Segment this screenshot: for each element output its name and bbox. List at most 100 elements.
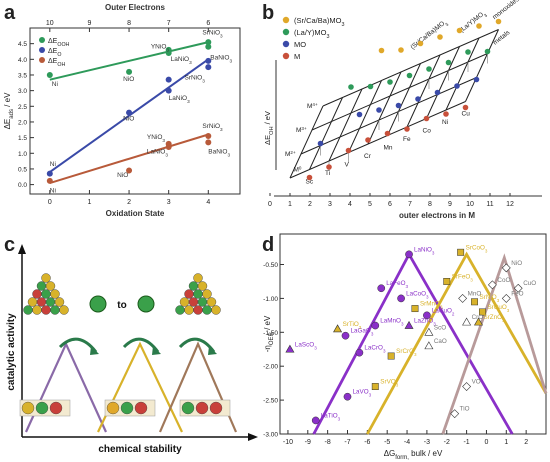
annotation-a: LaNiO3 [147, 148, 168, 157]
top-tick-label-a: 6 [206, 20, 210, 27]
panel-label-b: b [262, 2, 275, 24]
nanoparticle-atom-c [184, 305, 194, 315]
y-tick-label-d: -2.50 [263, 398, 278, 405]
data-point-d [341, 331, 350, 340]
legend-marker-a [39, 47, 45, 53]
data-point-a [46, 170, 53, 177]
data-point-a [46, 71, 53, 78]
annotation-a: Ni [50, 161, 56, 168]
annotation-a: LaNiO3 [169, 95, 190, 104]
y-tick-label-d: -1.00 [263, 296, 278, 303]
fit-line-b85a3a [49, 133, 209, 184]
element-label-b: Ni [442, 119, 448, 126]
annotation-a: BaNiO3 [208, 148, 230, 157]
composition-atom-c [35, 401, 49, 415]
nanoparticle-atom-c [54, 297, 65, 307]
data-point-b [462, 104, 469, 111]
y-tick-label-a: 2.0 [18, 119, 27, 126]
point-label-d: VO [472, 379, 481, 386]
grid-row-line-b [311, 53, 488, 131]
data-point-b [395, 102, 402, 109]
x-tick-label-b: 1 [288, 201, 292, 208]
arrowhead-c [152, 346, 161, 355]
data-point-a [126, 109, 133, 116]
point-label-d: SrZnO3 [484, 314, 506, 323]
plane-label-b: monoxides [491, 0, 521, 21]
data-point-d [462, 317, 472, 326]
x-tick-label-d: -9 [305, 439, 311, 446]
data-point-b [378, 47, 385, 54]
y-tick-label-a: 4.0 [18, 57, 27, 64]
data-point-a [205, 43, 212, 50]
nanoparticle-atom-c [206, 297, 217, 307]
data-point-b [484, 48, 491, 55]
x-tick-label-a: 2 [127, 199, 131, 206]
data-point-d [285, 344, 295, 353]
row-label-b: M2+ [285, 150, 296, 159]
x-tick-label-d: 2 [524, 439, 528, 446]
plane-label-b: (Sr/Ca/Ba)MO3 [409, 18, 449, 52]
row-label-b: M3+ [296, 126, 307, 135]
legend-marker-a [39, 57, 45, 63]
data-point-a [165, 76, 172, 83]
point-label-d: LaVO3 [352, 389, 371, 398]
y-tick-label-a: 4.5 [18, 41, 27, 48]
annotation-a: SrNiO3 [185, 75, 206, 84]
element-label-b: Cr [364, 153, 372, 160]
nanoparticle-atom-c [202, 305, 212, 315]
panel-label-d: d [262, 234, 275, 256]
legend-marker-b [282, 40, 290, 48]
data-point-d [424, 327, 434, 336]
data-point-d [457, 248, 465, 256]
element-label-b: V [345, 162, 350, 169]
data-point-b [398, 47, 404, 53]
point-label-d: CuO [523, 280, 536, 287]
data-point-b [437, 34, 443, 40]
point-label-d: CrO [472, 314, 484, 321]
y-tick-label-a: 1.0 [18, 151, 27, 158]
chart-d-volcano-plot: -10 -9 -8 -7 -6 -5 -4 -3 -2 -1 0 1 2-3.00-2.50-2.00-… [263, 233, 548, 461]
legend-marker-a [39, 37, 45, 43]
annotation-a: LaNiO3 [171, 56, 192, 65]
plot-frame-d [279, 233, 547, 435]
element-label-b: Cu [462, 111, 471, 118]
grid-row-line-b [289, 101, 466, 179]
data-point-d [424, 341, 434, 350]
point-label-d: LaZnO3 [414, 318, 436, 327]
nanoparticle-atom-c [45, 297, 56, 307]
annotation-a: NiO [117, 172, 128, 179]
legend-label-b: M [294, 52, 300, 61]
point-label-d: NiO [511, 260, 522, 267]
composition-atom-c [195, 401, 209, 415]
data-point-a [205, 133, 212, 140]
y-tick-label-a: 2.5 [18, 104, 27, 111]
point-label-d: SrCuO3 [487, 304, 509, 313]
data-point-d [513, 283, 523, 293]
data-point-b [345, 147, 352, 154]
x-tick-label-b: 2 [308, 201, 312, 208]
grid-col-line-b [328, 88, 363, 162]
nanoparticle-atom-c [59, 305, 69, 315]
point-label-d: SrMnO3 [420, 301, 443, 310]
nanoparticle-atom-c [193, 289, 203, 299]
grid-col-line-b [406, 54, 441, 128]
data-point-d [443, 278, 451, 285]
point-label-d: LaNiO3 [414, 246, 435, 255]
nanoparticle-atom-c [41, 289, 51, 299]
fit-line-2e9a5a [49, 41, 209, 81]
y-tick-label-a: 0.5 [18, 166, 27, 173]
composition-atom-c [209, 401, 223, 415]
fit-line-3a4aa8 [49, 58, 209, 173]
point-label-d: SrNiO3 [480, 294, 500, 303]
plot-frame-a [29, 27, 241, 195]
composition-atom-c [21, 401, 35, 415]
element-label-b: Sc [306, 179, 314, 186]
to-label-c: to [117, 300, 126, 311]
data-point-b [434, 89, 441, 96]
y-axis-label-b: ΔEOH / eV [263, 111, 275, 145]
grid-row-line-b [300, 77, 477, 155]
x-tick-label-b: 10 [466, 201, 474, 208]
volcano-triangle-c [97, 341, 183, 433]
legend-label-a: ΔEOH [48, 58, 65, 68]
data-point-a [165, 144, 172, 151]
